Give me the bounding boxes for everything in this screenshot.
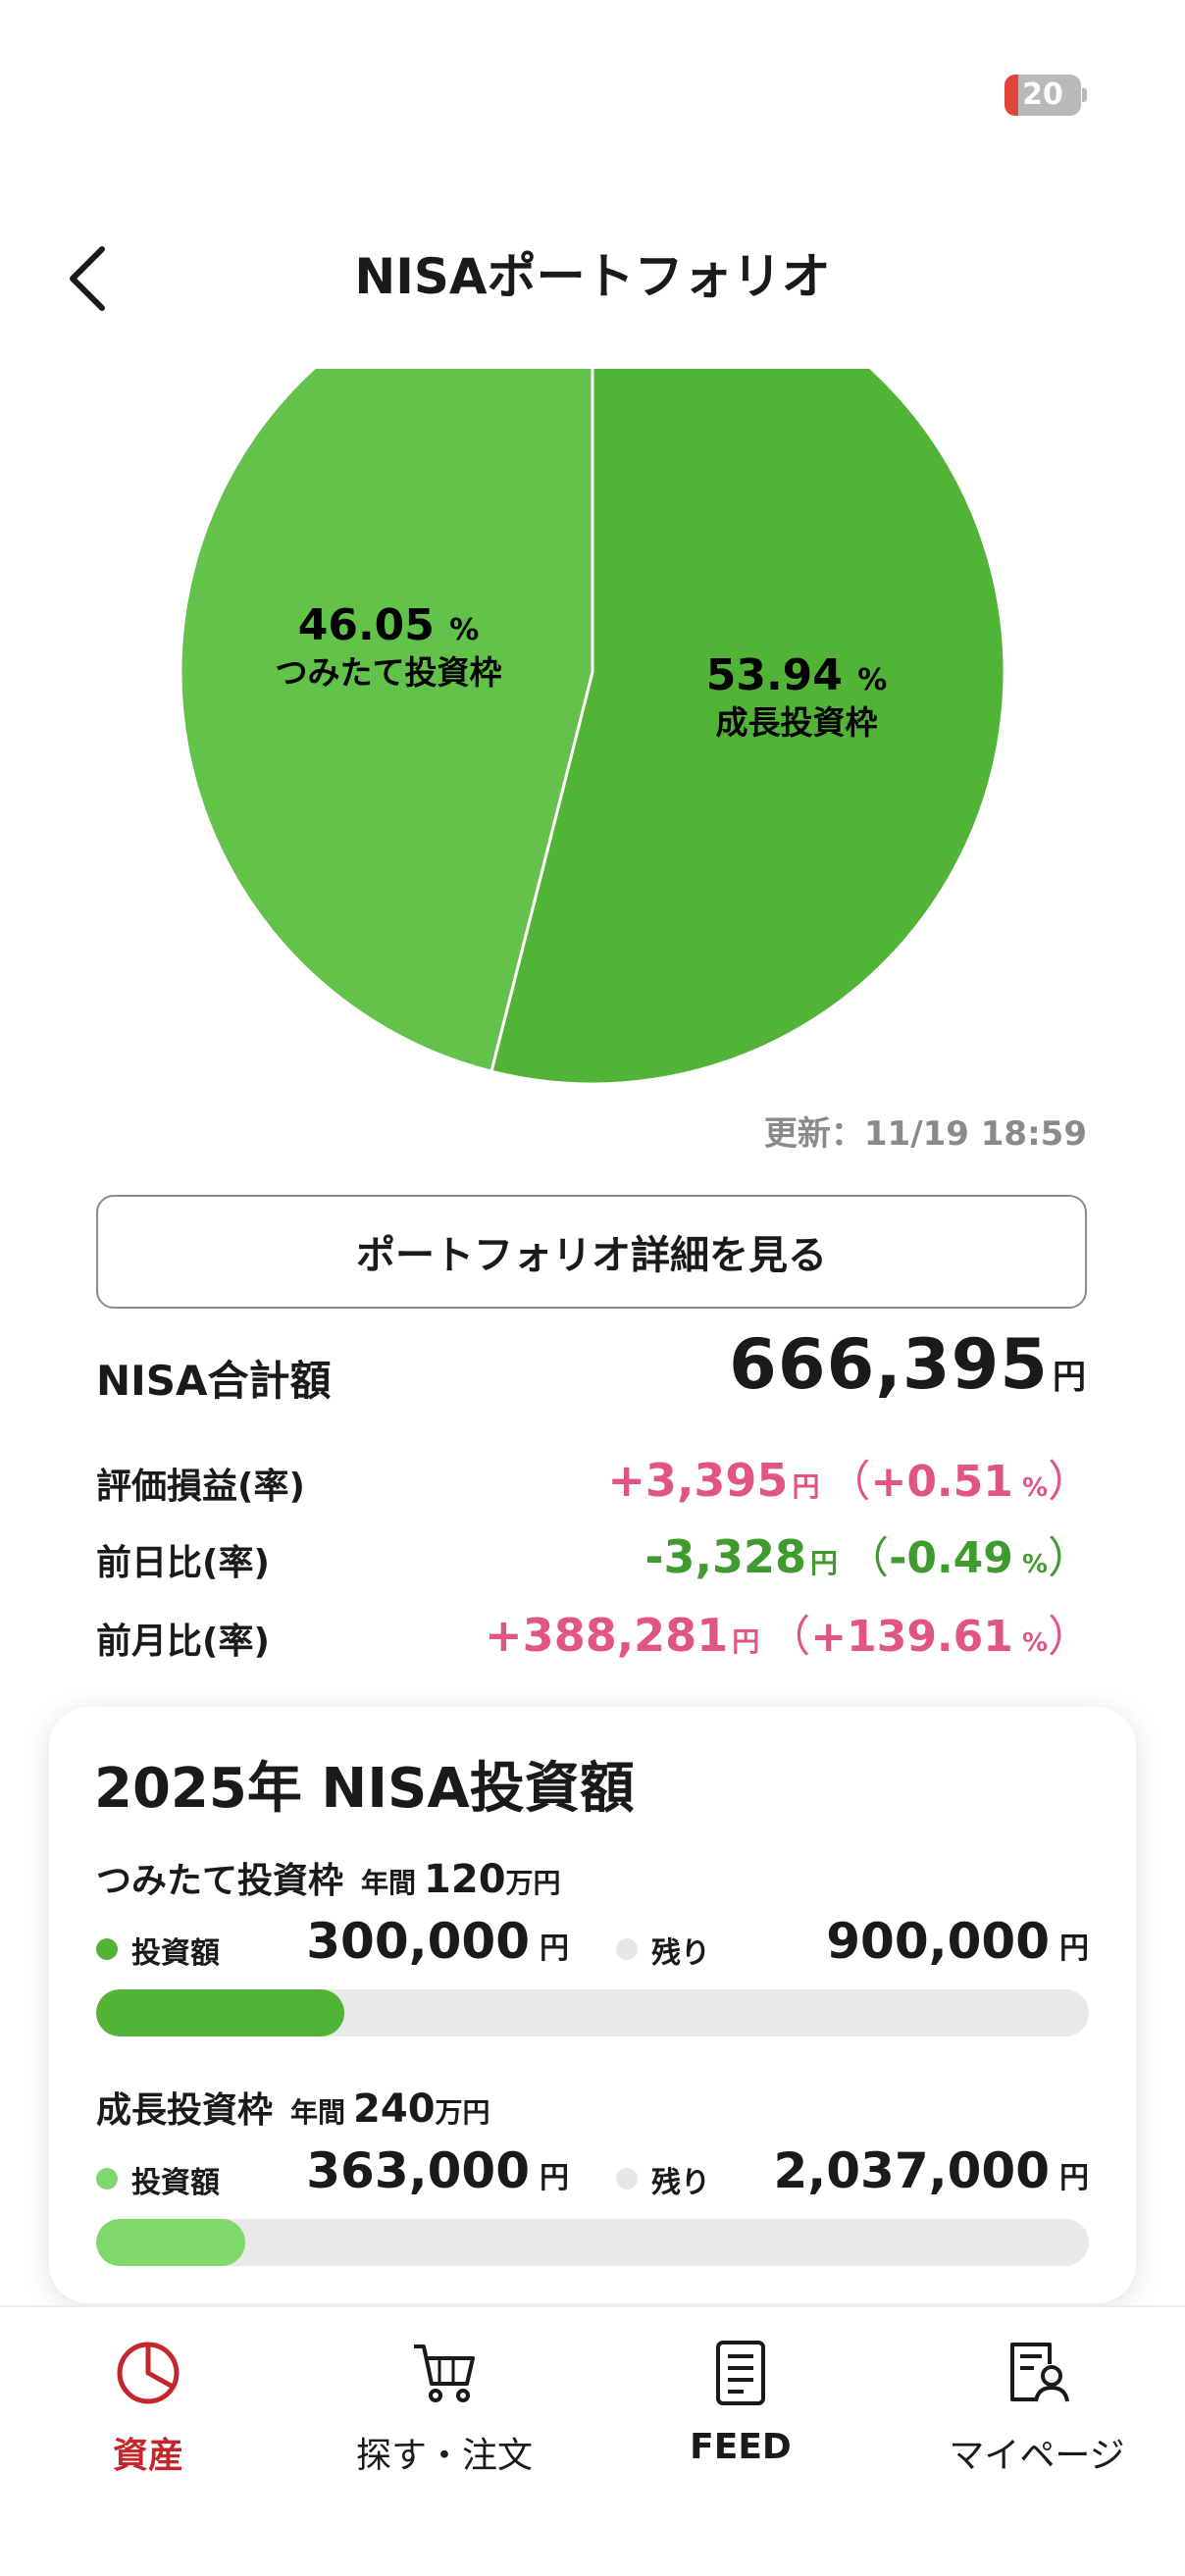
invested-unit: 円 xyxy=(540,1932,569,1966)
section-title: つみたて投資枠 年間 120万円 xyxy=(96,1852,561,1903)
rate-unit: % xyxy=(1012,1473,1048,1503)
slice-percent-tsumitate: 46.05 % xyxy=(298,600,480,650)
section-title: 成長投資枠 年間 240万円 xyxy=(96,2082,490,2133)
invested-value: 363,000 円 xyxy=(306,2142,569,2199)
change-rate: +0.51 xyxy=(870,1457,1013,1507)
update-label: 更新： xyxy=(763,1114,864,1154)
nav-label: 探す・注文 xyxy=(355,2436,533,2476)
user-document-icon xyxy=(889,2337,1185,2409)
invested-label: 投資額 xyxy=(131,1936,220,1971)
section-name: つみたて投資枠 xyxy=(96,1861,344,1901)
invested-dot xyxy=(96,2168,118,2190)
row-label: 前日比(率) xyxy=(96,1543,270,1583)
invested-amount: 363,000 xyxy=(306,2142,530,2199)
remain-unit: 円 xyxy=(1059,1932,1089,1966)
nav-item-pie-chart[interactable]: 資産 xyxy=(0,2337,296,2478)
row-value: +388,281 円（+139.61 %） xyxy=(485,1601,1091,1664)
nav-label: FEED xyxy=(690,2427,792,2467)
limit-unit: 万円 xyxy=(435,2096,490,2129)
battery-level: 20 xyxy=(1022,77,1063,112)
pie-slice-0 xyxy=(489,369,1006,1086)
page-title: NISAポートフォリオ xyxy=(354,248,831,305)
remain-dot xyxy=(616,2168,638,2190)
nav-item-document[interactable]: FEED xyxy=(592,2337,889,2467)
row-label: 評価損益(率) xyxy=(96,1467,305,1507)
slice-label-tsumitate: つみたて投資枠 xyxy=(276,653,502,692)
invested-label: 投資額 xyxy=(131,2166,220,2200)
progress-bar xyxy=(96,1989,1089,2036)
year-label: 年間 xyxy=(361,1867,417,1899)
change-amount: +388,281 xyxy=(485,1609,729,1662)
change-unit: 円 xyxy=(792,1470,820,1503)
pie-slice-1 xyxy=(179,369,594,1073)
portfolio-detail-button[interactable]: ポートフォリオ詳細を見る xyxy=(96,1195,1087,1309)
year-label: 年間 xyxy=(290,2096,346,2129)
rate-unit: % xyxy=(1012,1550,1048,1579)
chevron-left-icon xyxy=(70,246,105,311)
row-value: +3,395 円（+0.51 %） xyxy=(607,1446,1091,1509)
progress-fill xyxy=(96,1989,344,2036)
battery-icon: 20 xyxy=(1005,75,1081,116)
cart-icon xyxy=(296,2337,592,2409)
card-title: 2025年 NISA投資額 xyxy=(94,1757,635,1821)
nav-item-user-document[interactable]: マイページ xyxy=(889,2337,1185,2478)
limit-amount: 120 xyxy=(424,1857,506,1902)
change-amount: -3,328 xyxy=(644,1530,807,1583)
battery-tip xyxy=(1082,88,1087,102)
remain-dot xyxy=(616,1938,638,1960)
paren-open: （ xyxy=(767,1612,811,1662)
paren-close: ） xyxy=(1048,1612,1091,1662)
change-rate: -0.49 xyxy=(889,1533,1013,1583)
paren-close: ） xyxy=(1048,1457,1091,1507)
change-unit: 円 xyxy=(810,1547,839,1579)
progress-bar xyxy=(96,2219,1089,2266)
back-button[interactable] xyxy=(59,239,118,318)
remain-value: 2,037,000 円 xyxy=(773,2142,1089,2199)
remain-amount: 2,037,000 xyxy=(773,2142,1050,2199)
slice-label-growth: 成長投資枠 xyxy=(716,703,878,742)
portfolio-pie-chart: 53.94 % 成長投資枠 46.05 % つみたて投資枠 xyxy=(179,369,1006,1086)
invested-value: 300,000 円 xyxy=(306,1913,569,1970)
update-time: 更新：11/19 18:59 xyxy=(764,1107,1087,1155)
update-value: 11/19 18:59 xyxy=(863,1114,1087,1154)
remain-label: 残り xyxy=(651,1936,710,1971)
total-unit: 円 xyxy=(1053,1358,1087,1397)
document-icon xyxy=(592,2337,889,2409)
section-name: 成長投資枠 xyxy=(96,2090,274,2131)
invested-unit: 円 xyxy=(540,2161,569,2195)
pie-chart-icon xyxy=(0,2337,296,2409)
limit-unit: 万円 xyxy=(505,1867,561,1899)
total-amount: 666,395 xyxy=(729,1324,1049,1405)
paren-open: （ xyxy=(827,1457,871,1507)
change-unit: 円 xyxy=(732,1625,760,1658)
total-label: NISA合計額 xyxy=(96,1357,332,1405)
invested-dot xyxy=(96,1938,118,1960)
total-value: 666,395 円 xyxy=(729,1324,1087,1405)
nav-label: マイページ xyxy=(949,2436,1125,2476)
nav-label: 資産 xyxy=(112,2436,183,2476)
remain-unit: 円 xyxy=(1059,2161,1089,2195)
limit-amount: 240 xyxy=(353,2087,436,2132)
row-label: 前月比(率) xyxy=(96,1622,270,1662)
remain-label: 残り xyxy=(651,2166,710,2200)
invested-amount: 300,000 xyxy=(306,1913,530,1970)
paren-open: （ xyxy=(846,1533,890,1583)
nav-item-cart[interactable]: 探す・注文 xyxy=(296,2337,592,2478)
change-rate: +139.61 xyxy=(810,1612,1013,1662)
paren-close: ） xyxy=(1048,1533,1091,1583)
progress-fill xyxy=(96,2219,245,2266)
change-amount: +3,395 xyxy=(607,1454,789,1507)
remain-amount: 900,000 xyxy=(826,1913,1050,1970)
slice-percent-growth: 53.94 % xyxy=(706,650,888,700)
rate-unit: % xyxy=(1012,1628,1048,1658)
row-value: -3,328 円（-0.49 %） xyxy=(644,1522,1091,1585)
bottom-nav: 資産 探す・注文 FEED マイページ xyxy=(0,2305,1185,2576)
remain-value: 900,000 円 xyxy=(826,1913,1089,1970)
